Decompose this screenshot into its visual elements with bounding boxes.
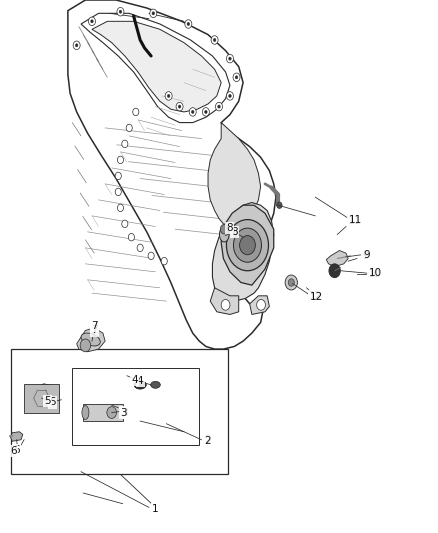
Text: 3: 3: [121, 408, 128, 418]
Circle shape: [117, 204, 124, 212]
Circle shape: [80, 339, 91, 352]
Circle shape: [115, 172, 121, 180]
Circle shape: [185, 20, 192, 28]
Circle shape: [329, 264, 340, 278]
Text: 3: 3: [120, 408, 127, 417]
Circle shape: [167, 94, 170, 98]
Ellipse shape: [81, 333, 100, 346]
Polygon shape: [212, 203, 274, 301]
Circle shape: [75, 44, 78, 47]
Text: 11: 11: [349, 215, 362, 224]
Circle shape: [229, 57, 231, 60]
Circle shape: [119, 10, 122, 13]
Circle shape: [285, 275, 297, 290]
Text: 5: 5: [49, 398, 56, 407]
Text: 2: 2: [205, 435, 212, 445]
Circle shape: [277, 202, 282, 208]
Text: 10: 10: [369, 269, 382, 278]
Polygon shape: [11, 349, 228, 474]
Polygon shape: [11, 432, 23, 441]
Text: 5: 5: [44, 397, 51, 406]
Circle shape: [240, 236, 255, 255]
Circle shape: [137, 244, 143, 252]
Text: 4: 4: [131, 375, 138, 385]
Circle shape: [165, 92, 172, 100]
Circle shape: [205, 110, 207, 114]
Circle shape: [117, 7, 124, 16]
Text: 4: 4: [137, 376, 144, 386]
Circle shape: [189, 108, 196, 116]
Circle shape: [218, 105, 220, 108]
Circle shape: [226, 54, 233, 63]
Circle shape: [73, 41, 80, 50]
Text: 10: 10: [368, 270, 381, 279]
Circle shape: [133, 108, 139, 116]
Polygon shape: [210, 288, 239, 314]
Circle shape: [226, 92, 233, 100]
Text: 1: 1: [152, 504, 159, 514]
Circle shape: [226, 220, 268, 271]
Bar: [83, 404, 123, 421]
Bar: [24, 384, 59, 413]
Circle shape: [161, 257, 167, 265]
Text: 6: 6: [11, 446, 18, 456]
Circle shape: [178, 105, 181, 108]
Text: 2: 2: [205, 437, 212, 446]
Polygon shape: [77, 328, 105, 352]
Circle shape: [148, 252, 154, 260]
Polygon shape: [326, 251, 348, 266]
Text: 7: 7: [91, 326, 98, 335]
Polygon shape: [68, 0, 276, 349]
Circle shape: [115, 188, 121, 196]
Circle shape: [176, 102, 183, 111]
Circle shape: [126, 124, 132, 132]
Text: 12: 12: [309, 291, 322, 301]
Circle shape: [88, 17, 95, 26]
Circle shape: [91, 20, 93, 23]
Polygon shape: [250, 296, 269, 314]
Polygon shape: [81, 13, 230, 123]
Circle shape: [213, 38, 216, 42]
Circle shape: [288, 279, 294, 286]
Circle shape: [128, 233, 134, 241]
Ellipse shape: [82, 406, 89, 419]
Text: 7: 7: [91, 321, 98, 331]
Circle shape: [122, 220, 128, 228]
Circle shape: [229, 94, 231, 98]
Polygon shape: [221, 205, 274, 285]
Circle shape: [215, 102, 223, 111]
Circle shape: [117, 156, 124, 164]
Circle shape: [235, 76, 238, 79]
Text: 11: 11: [348, 216, 361, 226]
Text: 8: 8: [231, 227, 238, 237]
Text: 9: 9: [362, 251, 369, 261]
Circle shape: [202, 108, 209, 116]
Circle shape: [191, 110, 194, 114]
Ellipse shape: [134, 381, 146, 389]
Circle shape: [122, 140, 128, 148]
Ellipse shape: [151, 382, 160, 388]
Circle shape: [233, 73, 240, 82]
Polygon shape: [26, 384, 59, 410]
Circle shape: [187, 22, 190, 26]
Circle shape: [220, 224, 228, 234]
Polygon shape: [208, 123, 261, 227]
Text: 1: 1: [152, 504, 159, 514]
Polygon shape: [92, 21, 221, 112]
Circle shape: [150, 9, 157, 18]
Text: 12: 12: [310, 292, 323, 302]
Ellipse shape: [107, 407, 117, 418]
Polygon shape: [72, 368, 199, 445]
Circle shape: [221, 300, 230, 310]
Circle shape: [211, 36, 218, 44]
Text: 9: 9: [364, 250, 371, 260]
Circle shape: [257, 300, 265, 310]
Text: 6: 6: [13, 446, 20, 455]
Text: 8: 8: [226, 223, 233, 233]
Ellipse shape: [219, 227, 229, 242]
Circle shape: [233, 228, 261, 262]
Circle shape: [152, 12, 155, 15]
